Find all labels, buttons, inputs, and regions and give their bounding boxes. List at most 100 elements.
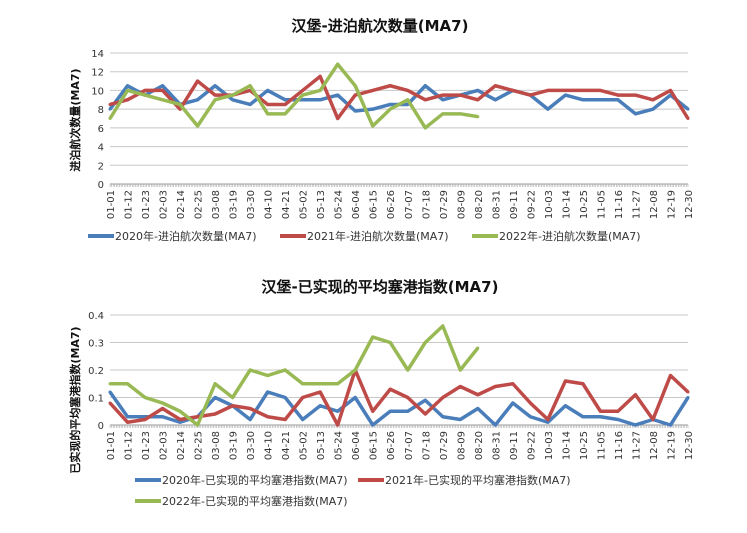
data-point bbox=[528, 93, 532, 97]
data-point bbox=[196, 98, 200, 102]
data-point bbox=[388, 107, 392, 111]
data-point bbox=[178, 420, 182, 424]
data-point bbox=[406, 98, 410, 102]
data-point bbox=[178, 418, 182, 421]
data-point bbox=[546, 420, 550, 424]
x-tick-label: 02-14 bbox=[176, 190, 187, 219]
data-point bbox=[318, 382, 322, 386]
x-tick-label: 08-09 bbox=[456, 431, 467, 460]
data-point bbox=[441, 324, 445, 328]
x-tick-label: 12-19 bbox=[666, 190, 677, 219]
data-point bbox=[196, 423, 200, 427]
x-tick-label: 10-03 bbox=[544, 431, 555, 460]
data-point bbox=[616, 409, 620, 413]
data-point bbox=[493, 98, 497, 102]
data-point bbox=[371, 335, 375, 339]
data-point bbox=[318, 390, 322, 394]
data-point bbox=[633, 93, 637, 97]
y-tick-label: 6 bbox=[98, 124, 104, 135]
data-point bbox=[493, 385, 497, 388]
data-point bbox=[668, 88, 672, 92]
data-point bbox=[633, 423, 637, 427]
data-point bbox=[616, 98, 620, 102]
data-point bbox=[388, 341, 392, 344]
data-point bbox=[108, 382, 112, 386]
x-tick-label: 11-16 bbox=[614, 190, 625, 219]
series-line-2021年-已实现的平均塞港指数(MA7) bbox=[108, 368, 690, 427]
x-tick-label: 10-03 bbox=[544, 190, 555, 219]
x-tick-label: 01-23 bbox=[141, 431, 152, 460]
data-point bbox=[161, 407, 165, 410]
x-tick-label: 12-30 bbox=[684, 190, 695, 219]
y-tick-label: 0 bbox=[98, 421, 104, 432]
x-tick-label: 08-09 bbox=[456, 190, 467, 219]
x-tick-label: 11-16 bbox=[614, 431, 625, 460]
data-point bbox=[231, 93, 235, 97]
data-point bbox=[651, 107, 655, 111]
data-point bbox=[371, 88, 375, 92]
y-tick-label: 8 bbox=[98, 105, 104, 116]
data-point bbox=[161, 84, 165, 88]
x-tick-label: 11-27 bbox=[631, 431, 642, 460]
x-tick-label: 05-13 bbox=[316, 431, 327, 460]
data-point bbox=[546, 107, 550, 111]
x-tick-label: 12-30 bbox=[684, 431, 695, 460]
data-point bbox=[563, 88, 567, 92]
data-point bbox=[108, 401, 112, 405]
x-tick-label: 02-03 bbox=[159, 431, 170, 460]
data-point bbox=[581, 415, 585, 419]
data-point bbox=[301, 98, 305, 102]
data-point bbox=[423, 412, 427, 416]
data-point bbox=[476, 98, 480, 102]
data-point bbox=[458, 93, 462, 97]
y-tick-label: 0.4 bbox=[88, 311, 104, 322]
data-point bbox=[581, 382, 585, 386]
x-tick-label: 07-18 bbox=[421, 431, 432, 460]
data-point bbox=[318, 98, 322, 102]
data-point bbox=[248, 84, 252, 88]
data-point bbox=[196, 79, 200, 83]
legend-label: 2020年-进泊航次数量(MA7) bbox=[115, 229, 257, 243]
x-tick-label: 05-02 bbox=[299, 190, 310, 219]
data-point bbox=[651, 418, 655, 421]
x-tick-label: 07-07 bbox=[404, 190, 415, 219]
data-point bbox=[371, 107, 375, 111]
data-point bbox=[213, 382, 217, 386]
data-point bbox=[353, 93, 357, 97]
data-point bbox=[598, 88, 602, 92]
x-tick-label: 04-10 bbox=[264, 431, 275, 460]
data-point bbox=[126, 98, 130, 102]
series-line-2020年-已实现的平均塞港指数(MA7) bbox=[108, 390, 690, 427]
x-tick-label: 01-01 bbox=[106, 431, 117, 460]
data-point bbox=[406, 368, 410, 372]
data-point bbox=[563, 404, 567, 408]
data-point bbox=[336, 409, 340, 413]
data-point bbox=[213, 412, 217, 416]
data-point bbox=[528, 415, 532, 419]
x-tick-label: 05-24 bbox=[334, 190, 345, 219]
x-tick-label: 09-22 bbox=[526, 190, 537, 219]
chart2-title: 汉堡-已实现的平均塞港指数(MA7) bbox=[262, 278, 499, 296]
data-point bbox=[388, 387, 392, 391]
data-point bbox=[266, 374, 270, 377]
data-point bbox=[616, 418, 620, 421]
x-tick-label: 06-04 bbox=[351, 431, 362, 460]
data-point bbox=[511, 382, 515, 386]
data-point bbox=[301, 88, 305, 92]
y-tick-label: 10 bbox=[91, 86, 104, 97]
data-point bbox=[423, 398, 427, 402]
legend-label: 2021年-进泊航次数量(MA7) bbox=[307, 229, 449, 243]
data-point bbox=[651, 98, 655, 102]
x-tick-label: 02-25 bbox=[194, 431, 205, 460]
x-tick-label: 10-14 bbox=[561, 190, 572, 219]
data-point bbox=[143, 418, 147, 421]
data-point bbox=[283, 112, 287, 116]
chart1-ylabel: 进泊航次数量(MA7) bbox=[68, 68, 82, 171]
data-point bbox=[161, 415, 165, 419]
x-tick-label: 09-22 bbox=[526, 431, 537, 460]
data-point bbox=[423, 84, 427, 88]
data-point bbox=[493, 423, 497, 427]
data-point bbox=[493, 84, 497, 88]
x-tick-label: 06-15 bbox=[369, 431, 380, 460]
x-tick-label: 01-23 bbox=[141, 190, 152, 219]
